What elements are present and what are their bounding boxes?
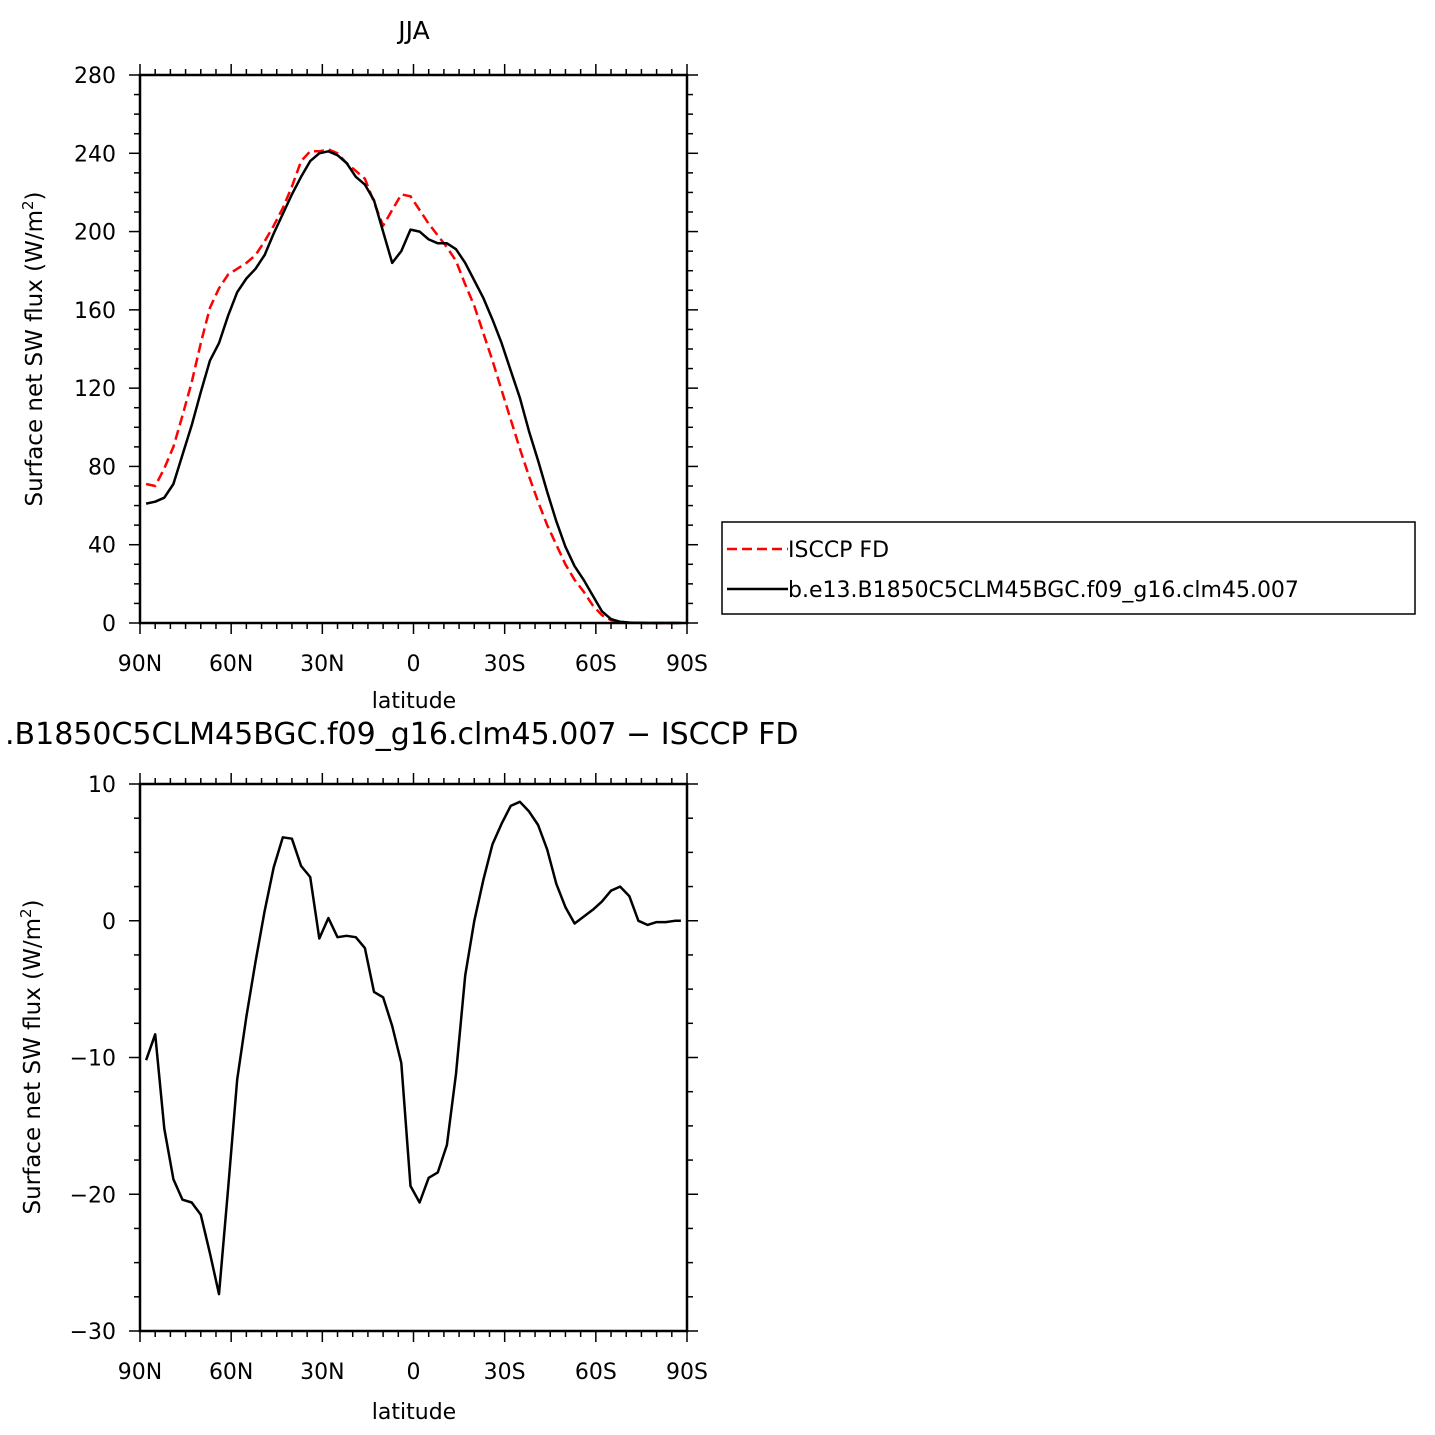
bottom-ytick-label: −20 — [70, 1183, 116, 1208]
bottom-xtick-label: 90S — [666, 1360, 708, 1385]
legend-label-model: b.e13.B1850C5CLM45BGC.f09_g16.clm45.007 — [788, 578, 1299, 603]
top-ytick-label: 160 — [74, 299, 116, 324]
bottom-ytick-label: 0 — [102, 910, 116, 935]
bottom-ytick-label: −10 — [70, 1047, 116, 1072]
bottom-plot-frame — [138, 782, 689, 1333]
bottom-ylabel: Surface net SW flux (W/m2) — [17, 899, 46, 1214]
bottom-series-group — [144, 800, 681, 1296]
bottom-series-line-0 — [144, 800, 681, 1296]
top-ytick-label: 40 — [88, 534, 116, 559]
top-ytick-label: 0 — [102, 612, 116, 637]
top-plot-frame — [138, 73, 689, 625]
top-ylabel: Surface net SW flux (W/m2) — [19, 191, 48, 506]
top-ytick-label: 200 — [74, 221, 116, 246]
legend-box — [721, 521, 1416, 615]
top-xtick-label: 90S — [666, 652, 708, 677]
bottom-xtick-label: 30S — [484, 1360, 526, 1385]
top-ytick-label: 280 — [74, 64, 116, 89]
bottom-xtick-label: 90N — [118, 1360, 162, 1385]
legend-label-isccp: ISCCP FD — [788, 538, 889, 563]
top-xtick-label: 0 — [407, 652, 421, 677]
bottom-xtick-label: 0 — [407, 1360, 421, 1385]
bottom-xtick-label: 60S — [575, 1360, 617, 1385]
bottom-xlabel: latitude — [372, 1400, 456, 1425]
bottom-xtick-label: 60N — [209, 1360, 253, 1385]
bottom-panel: .B1850C5CLM45BGC.f09_g16.clm45.007 − ISC… — [5, 717, 799, 1425]
top-panel: JJA 90N 60N 30N 0 30S 60S 90S 0 40 80 120 160 200 240… — [19, 16, 1416, 714]
top-xlabel: latitude — [372, 689, 456, 714]
top-ytick-label: 240 — [74, 142, 116, 167]
top-ytick-label: 80 — [88, 455, 116, 480]
top-ytick-label: 120 — [74, 377, 116, 402]
legend: ISCCP FD b.e13.B1850C5CLM45BGC.f09_g16.c… — [721, 521, 1416, 615]
top-title: JJA — [396, 16, 429, 45]
top-series-line-1 — [145, 150, 681, 625]
top-series-group — [145, 148, 681, 625]
top-xtick-label: 60S — [575, 652, 617, 677]
top-xtick-label: 90N — [118, 652, 162, 677]
bottom-ytick-label: −30 — [70, 1320, 116, 1345]
top-xtick-label: 30S — [484, 652, 526, 677]
bottom-tick-group: 90N 60N 30N 0 30S 60S 90S −30 −20 −10 0 10 — [70, 773, 708, 1385]
top-xtick-label: 60N — [209, 652, 253, 677]
bottom-xtick-label: 30N — [300, 1360, 344, 1385]
bottom-title: .B1850C5CLM45BGC.f09_g16.clm45.007 − ISC… — [5, 717, 799, 752]
top-tick-group: 90N 60N 30N 0 30S 60S 90S 0 40 80 120 160 200 240 280 — [74, 64, 708, 677]
bottom-ytick-label: 10 — [88, 773, 116, 798]
top-xtick-label: 30N — [300, 652, 344, 677]
top-series-line-0 — [145, 148, 681, 625]
